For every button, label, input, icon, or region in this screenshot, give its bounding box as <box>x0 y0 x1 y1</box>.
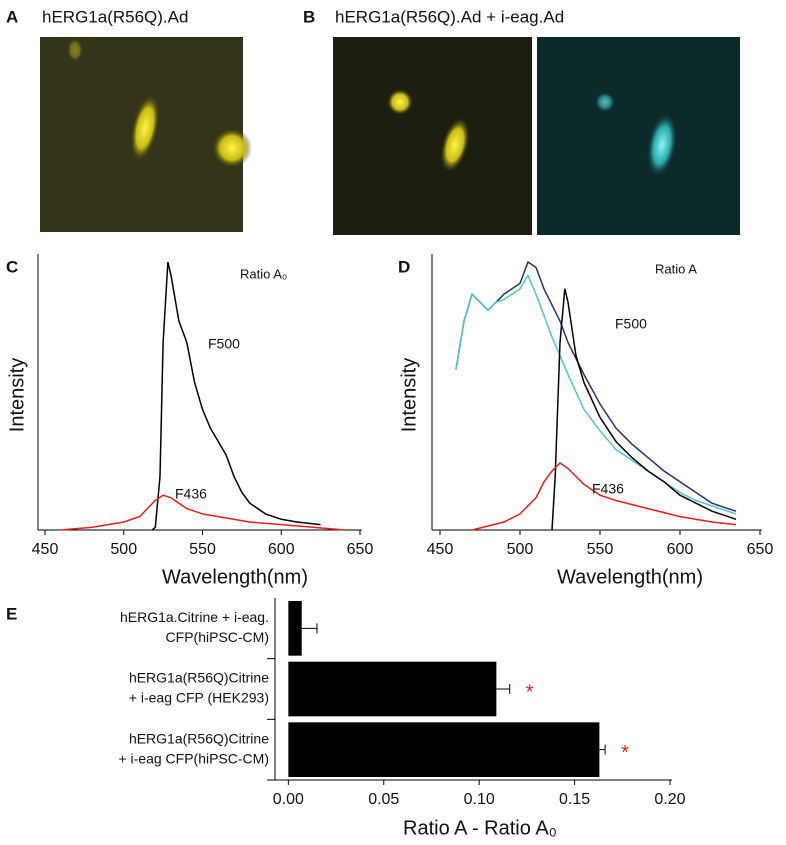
category-label: + i-eag CFP (HEK293) <box>129 690 269 706</box>
spectrum-line <box>551 288 737 531</box>
x-tick-label: 500 <box>507 541 534 558</box>
error-bar <box>496 684 511 694</box>
x-tick-label: 550 <box>189 541 216 558</box>
x-tick-label: 450 <box>427 541 454 558</box>
x-tick-label: 0.20 <box>654 791 685 808</box>
spectrum-line <box>151 261 321 531</box>
x-tick-label: 0.05 <box>368 791 399 808</box>
spectrum-line <box>455 273 737 515</box>
panel-label: C <box>6 257 18 276</box>
spectrum-line <box>60 494 345 531</box>
category-label: hERG1a.Citrine + i-eag. <box>120 609 269 625</box>
micrograph-b-cyan <box>537 37 740 235</box>
x-tick-label: 650 <box>347 541 374 558</box>
x-axis-label: Wavelength(nm) <box>162 566 308 588</box>
x-tick-label: 600 <box>667 541 694 558</box>
x-tick-label: 600 <box>268 541 295 558</box>
category-label: hERG1a(R56Q)Citrine <box>129 730 269 746</box>
image-title: hERG1a(R56Q).Ad <box>42 7 188 26</box>
error-bar <box>599 744 606 755</box>
x-tick-label: 500 <box>110 541 137 558</box>
bar <box>288 722 600 777</box>
panel-label: A <box>6 7 18 26</box>
bar <box>288 601 302 656</box>
category-label: hERG1a(R56Q)Citrine <box>129 670 269 686</box>
bar <box>288 661 497 717</box>
spectrum-line <box>471 462 737 531</box>
series-label: F500 <box>208 336 240 352</box>
category-label: CFP(hiPSC-CM) <box>166 629 269 645</box>
panel-label: E <box>6 604 17 623</box>
image-title: hERG1a(R56Q).Ad + i-eag.Ad <box>335 7 564 26</box>
significance-mark: * <box>621 742 629 764</box>
annotation: Ratio A₀ <box>240 266 287 281</box>
x-tick-label: 0.15 <box>559 791 590 808</box>
y-axis-label: Intensity <box>6 358 28 432</box>
x-tick-label: 550 <box>587 541 614 558</box>
panel-label: D <box>398 257 410 276</box>
significance-mark: * <box>526 681 534 703</box>
x-tick-label: 650 <box>747 541 774 558</box>
x-axis-label: Wavelength(nm) <box>557 566 703 588</box>
panel-label: B <box>303 7 315 26</box>
spectrum-line <box>455 260 737 512</box>
x-axis-label: Ratio A - Ratio A₀ <box>403 817 557 839</box>
error-bar <box>301 623 318 634</box>
y-axis-label: Intensity <box>398 358 420 432</box>
x-tick-label: 450 <box>32 541 59 558</box>
category-label: + i-eag CFP(hiPSC-CM) <box>118 750 269 766</box>
series-label: F436 <box>592 481 624 497</box>
x-tick-label: 0.00 <box>273 791 304 808</box>
x-tick-label: 0.10 <box>464 791 495 808</box>
micrograph-b-yellow <box>333 37 532 235</box>
series-label: F500 <box>615 316 647 332</box>
series-label: F436 <box>175 486 207 502</box>
micrograph-a <box>40 37 252 232</box>
annotation: Ratio A <box>655 261 697 276</box>
